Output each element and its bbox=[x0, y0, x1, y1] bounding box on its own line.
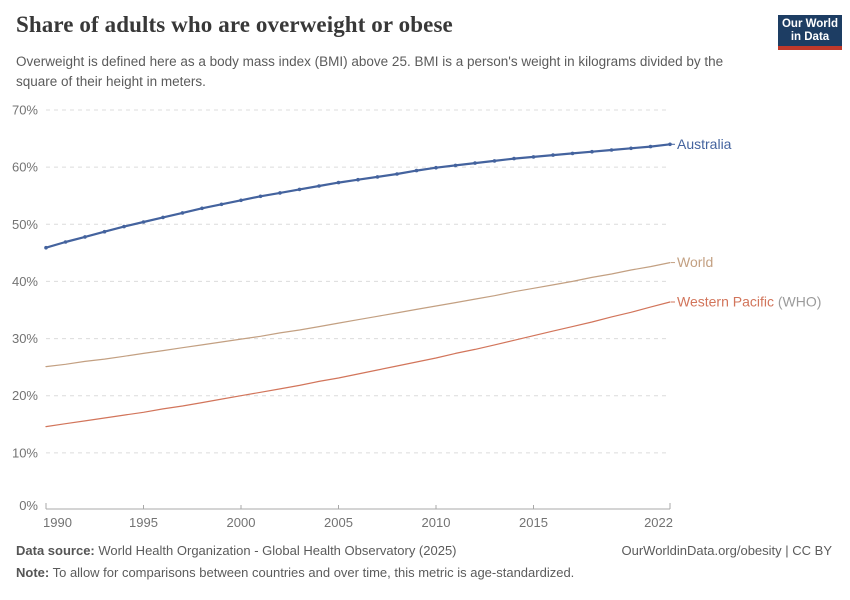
data-point bbox=[668, 142, 672, 147]
data-point bbox=[512, 156, 516, 161]
series-australia[interactable]: Australia bbox=[44, 136, 732, 250]
series-label[interactable]: Western Pacific (WHO) bbox=[677, 294, 821, 310]
data-point bbox=[648, 144, 653, 149]
x-tick-label: 2000 bbox=[227, 515, 256, 530]
y-tick-label: 0% bbox=[19, 498, 38, 513]
data-source-label: Data source: bbox=[16, 543, 95, 558]
y-tick-label: 10% bbox=[12, 445, 38, 460]
data-point bbox=[473, 161, 477, 165]
data-point bbox=[395, 172, 399, 176]
data-point bbox=[297, 187, 302, 192]
y-tick-label: 70% bbox=[12, 103, 38, 118]
chart-subtitle: Overweight is defined here as a body mas… bbox=[16, 54, 724, 89]
chart-footer: Data source: World Health Organization -… bbox=[16, 540, 832, 584]
owid-logo[interactable]: Our World in Data bbox=[778, 15, 842, 50]
y-tick-label: 40% bbox=[12, 274, 38, 289]
x-tick-label: 2005 bbox=[324, 515, 353, 530]
data-point bbox=[63, 240, 68, 244]
y-tick-label: 20% bbox=[12, 388, 38, 403]
y-tick-label: 60% bbox=[12, 160, 38, 175]
x-tick-label: 2015 bbox=[519, 515, 548, 530]
x-tick-label: 2022 bbox=[644, 515, 673, 530]
data-source-text: World Health Organization - Global Healt… bbox=[94, 543, 457, 558]
data-point bbox=[317, 184, 321, 188]
series-label[interactable]: Australia bbox=[677, 136, 732, 152]
data-point bbox=[239, 198, 243, 203]
data-point bbox=[434, 165, 438, 170]
y-tick-label: 50% bbox=[12, 217, 38, 232]
data-point bbox=[161, 215, 165, 220]
data-point bbox=[278, 191, 282, 195]
y-tick-label: 30% bbox=[12, 331, 38, 346]
owid-link[interactable]: OurWorldinData.org/obesity | CC BY bbox=[621, 543, 833, 558]
series-world[interactable]: World bbox=[45, 254, 713, 368]
data-point bbox=[122, 224, 126, 229]
series-line bbox=[44, 143, 672, 249]
note-text: To allow for comparisons between countri… bbox=[49, 565, 575, 580]
page-title: Share of adults who are overweight or ob… bbox=[16, 12, 453, 37]
data-point bbox=[44, 245, 48, 250]
x-tick-label: 1990 bbox=[43, 515, 72, 530]
owid-logo-line2: in Data bbox=[790, 30, 830, 43]
data-source-line: Data source: World Health Organization -… bbox=[16, 540, 457, 562]
data-point bbox=[629, 146, 633, 151]
data-point bbox=[375, 175, 380, 179]
series-western-pacific[interactable]: Western Pacific (WHO) bbox=[45, 294, 821, 428]
data-point bbox=[219, 202, 224, 207]
data-point bbox=[531, 155, 536, 159]
data-point bbox=[258, 194, 263, 199]
data-point bbox=[83, 235, 87, 239]
data-point bbox=[414, 168, 419, 173]
series-label[interactable]: World bbox=[677, 254, 713, 270]
data-point bbox=[551, 153, 555, 157]
data-point bbox=[102, 229, 107, 234]
data-point bbox=[492, 159, 497, 163]
series-line bbox=[45, 262, 671, 368]
data-point bbox=[453, 163, 458, 168]
data-point bbox=[141, 220, 146, 224]
data-point bbox=[609, 148, 614, 152]
note-line: Note: To allow for comparisons between c… bbox=[16, 565, 574, 580]
data-point bbox=[570, 151, 575, 156]
data-point bbox=[180, 211, 185, 215]
note-label: Note: bbox=[16, 565, 50, 580]
data-point bbox=[336, 180, 341, 185]
x-tick-label: 2010 bbox=[422, 515, 451, 530]
data-point bbox=[200, 206, 204, 211]
series-line bbox=[45, 301, 671, 428]
x-tick-label: 1995 bbox=[129, 515, 158, 530]
owid-logo-line1: Our World bbox=[781, 17, 838, 30]
data-point bbox=[356, 177, 360, 182]
data-point bbox=[590, 149, 594, 154]
